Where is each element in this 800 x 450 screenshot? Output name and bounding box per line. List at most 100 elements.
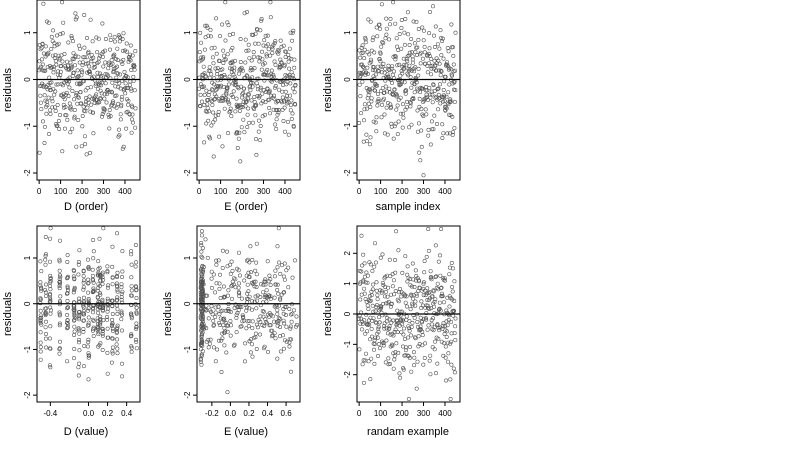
data-point [447, 304, 452, 309]
data-point [110, 275, 115, 280]
data-point [100, 112, 105, 117]
data-point [254, 241, 259, 246]
data-point [415, 45, 420, 50]
data-point [77, 81, 82, 86]
data-point [110, 321, 115, 326]
data-point [42, 93, 47, 98]
data-point [272, 304, 277, 309]
data-point [102, 107, 107, 112]
data-point [449, 339, 454, 344]
data-point [375, 293, 380, 298]
data-point [250, 299, 255, 304]
data-point [214, 258, 219, 263]
data-point [72, 286, 77, 291]
data-point [419, 144, 424, 149]
data-point [403, 348, 408, 353]
data-point [217, 322, 222, 327]
data-point [217, 320, 222, 325]
data-point [87, 64, 92, 69]
data-point [234, 315, 239, 320]
data-point [60, 59, 65, 64]
data-point [365, 65, 370, 70]
data-point [72, 276, 77, 281]
data-point [77, 309, 82, 314]
data-point [201, 268, 206, 273]
data-point [424, 317, 429, 322]
data-point [72, 356, 77, 361]
data-point [120, 61, 125, 66]
data-point [246, 324, 251, 329]
data-point [44, 306, 49, 311]
data-point [284, 96, 289, 101]
data-point [398, 95, 403, 100]
data-point [222, 53, 227, 58]
x-tick-label: 400 [278, 187, 292, 196]
data-point [270, 333, 275, 338]
data-point [201, 55, 206, 60]
data-point [453, 68, 458, 73]
data-point [220, 67, 225, 72]
data-point [379, 70, 384, 75]
data-point [76, 259, 81, 264]
data-point [429, 89, 434, 94]
data-point [48, 324, 53, 329]
data-point [414, 291, 419, 296]
data-point [393, 121, 398, 126]
data-point [268, 15, 273, 20]
data-point [278, 38, 283, 43]
data-point [387, 86, 392, 91]
data-point [358, 55, 363, 60]
data-point [65, 325, 70, 330]
data-point [393, 57, 398, 62]
x-tick-label: 100 [214, 187, 228, 196]
data-point [362, 47, 367, 52]
data-point [65, 275, 70, 280]
data-point [381, 61, 386, 66]
data-point [127, 112, 132, 117]
data-point [372, 88, 377, 93]
data-point [244, 305, 249, 310]
data-point [96, 344, 101, 349]
data-point [57, 283, 62, 288]
data-point [86, 306, 91, 311]
data-point [102, 96, 107, 101]
data-point [383, 84, 388, 89]
data-point [389, 301, 394, 306]
data-point [442, 341, 447, 346]
data-point [281, 346, 286, 351]
data-point [290, 356, 295, 361]
data-point [361, 139, 366, 144]
data-point [425, 70, 430, 75]
data-point [132, 67, 137, 72]
data-point [110, 328, 115, 333]
data-point [229, 259, 234, 264]
data-point [207, 109, 212, 114]
data-point [391, 366, 396, 371]
data-point [86, 290, 91, 295]
data-point [363, 280, 368, 285]
data-point [271, 72, 276, 77]
data-point [223, 38, 228, 43]
data-point [75, 94, 80, 99]
data-point [199, 276, 204, 281]
data-point [217, 281, 222, 286]
data-point [360, 263, 365, 268]
data-point [207, 65, 212, 70]
data-points [197, 0, 298, 164]
data-point [290, 111, 295, 116]
data-point [57, 286, 62, 291]
data-points [357, 0, 458, 178]
data-point [268, 282, 273, 287]
data-point [75, 68, 80, 73]
data-point [360, 43, 365, 48]
data-point [279, 100, 284, 105]
data-point [238, 273, 243, 278]
data-point [129, 313, 134, 318]
data-point [198, 30, 203, 35]
data-point [250, 257, 255, 262]
data-point [203, 23, 208, 28]
data-point [65, 285, 70, 290]
data-point [272, 96, 277, 101]
data-point [281, 306, 286, 311]
